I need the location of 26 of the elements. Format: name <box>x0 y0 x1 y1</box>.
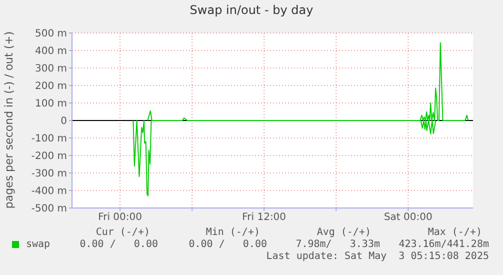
y-tick-label: -100 m <box>31 134 67 145</box>
x-tick-label: Sat 00:00 <box>384 212 432 224</box>
y-tick-label: 0 <box>60 116 67 128</box>
text: 423.16m/441.28m <box>398 239 489 250</box>
legend-label: swap <box>25 239 50 250</box>
y-axis-title: pages per second in (-) / out (+) <box>2 31 16 209</box>
x-tick-label: Fri 00:00 <box>98 212 142 224</box>
text: Last update: Sat May 3 05:15:08 2025 <box>265 251 489 262</box>
y-tick-label: 200 m <box>34 81 67 92</box>
text: Avg (-/+) <box>316 227 371 238</box>
text: 0.00 / 0.00 <box>78 239 158 250</box>
y-tick-label: -300 m <box>31 168 67 180</box>
text: Cur (-/+) <box>94 227 150 238</box>
y-tick-label: -200 m <box>31 151 67 162</box>
y-tick-label: 500 m <box>34 28 67 40</box>
x-tick-label: Fri 12:00 <box>242 212 286 224</box>
text: 0.00 / 0.00 <box>188 239 267 250</box>
y-tick-label: 400 m <box>34 46 67 58</box>
chart-title: Swap in/out - by day <box>188 3 314 17</box>
y-tick-label: -400 m <box>31 186 67 198</box>
text: 7.98m/ 3.33m <box>294 239 380 250</box>
y-tick-label: -500 m <box>31 204 67 215</box>
y-tick-label: 100 m <box>34 98 67 110</box>
y-tick-label: 300 m <box>34 64 67 75</box>
text: Min (-/+) <box>204 227 260 238</box>
text: Max (-/+) <box>426 227 482 238</box>
